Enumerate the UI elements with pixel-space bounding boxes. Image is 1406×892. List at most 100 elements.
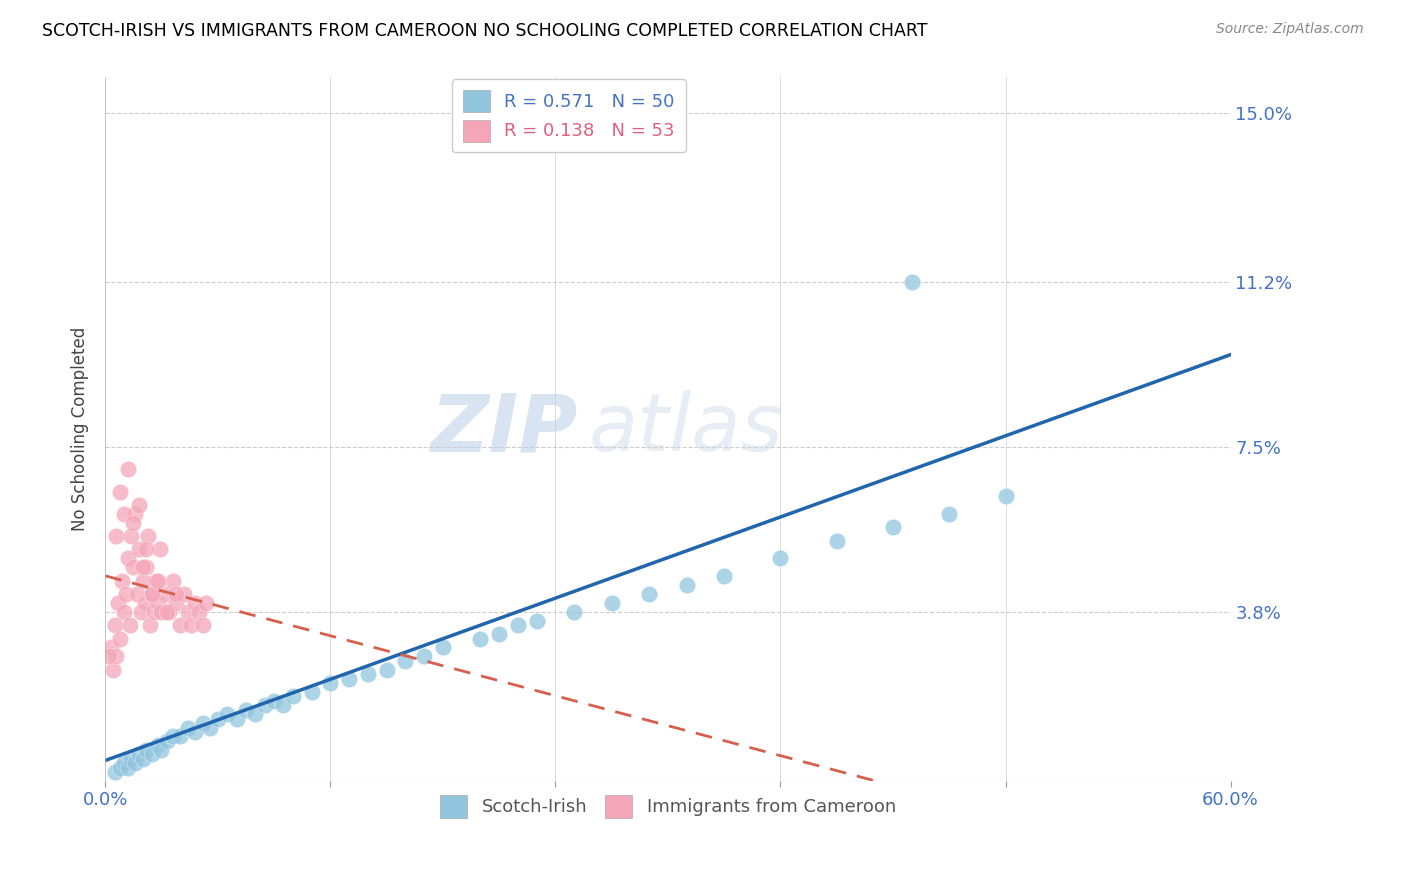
Point — [281, 690, 304, 704]
Point — [253, 698, 276, 713]
Point — [135, 542, 157, 557]
Point — [139, 618, 162, 632]
Point — [112, 756, 135, 771]
Point — [162, 730, 184, 744]
Point — [101, 663, 124, 677]
Point — [207, 712, 229, 726]
Point — [150, 743, 173, 757]
Point — [112, 605, 135, 619]
Point — [169, 618, 191, 632]
Text: Source: ZipAtlas.com: Source: ZipAtlas.com — [1216, 22, 1364, 37]
Point — [135, 560, 157, 574]
Point — [882, 520, 904, 534]
Point — [122, 560, 145, 574]
Point — [117, 462, 139, 476]
Point — [162, 574, 184, 588]
Point — [118, 618, 141, 632]
Point — [413, 649, 436, 664]
Point — [188, 605, 211, 619]
Point — [191, 618, 214, 632]
Point — [225, 712, 247, 726]
Point — [488, 627, 510, 641]
Point — [155, 587, 177, 601]
Text: ZIP: ZIP — [430, 390, 578, 468]
Point — [146, 596, 169, 610]
Point — [217, 707, 239, 722]
Point — [141, 587, 163, 601]
Point — [166, 587, 188, 601]
Point — [273, 698, 295, 713]
Point — [713, 569, 735, 583]
Point — [145, 574, 167, 588]
Point — [195, 596, 218, 610]
Point — [319, 676, 342, 690]
Point — [104, 618, 127, 632]
Point — [263, 694, 285, 708]
Point — [177, 605, 200, 619]
Point — [470, 632, 492, 646]
Point — [235, 703, 257, 717]
Point — [191, 716, 214, 731]
Point — [149, 542, 172, 557]
Point — [769, 551, 792, 566]
Point — [375, 663, 398, 677]
Point — [132, 560, 155, 574]
Point — [110, 484, 132, 499]
Point — [184, 725, 207, 739]
Point — [938, 507, 960, 521]
Point — [138, 529, 160, 543]
Point — [112, 507, 135, 521]
Point — [994, 489, 1017, 503]
Y-axis label: No Schooling Completed: No Schooling Completed — [72, 327, 89, 532]
Point — [141, 587, 163, 601]
Point — [506, 618, 529, 632]
Point — [600, 596, 623, 610]
Point — [301, 685, 323, 699]
Point — [121, 752, 143, 766]
Point — [562, 605, 585, 619]
Point — [245, 707, 267, 722]
Point — [135, 743, 157, 757]
Point — [122, 516, 145, 530]
Point — [110, 632, 132, 646]
Point — [141, 747, 163, 762]
Point — [132, 574, 155, 588]
Point — [146, 739, 169, 753]
Point — [432, 640, 454, 655]
Point — [150, 605, 173, 619]
Point — [184, 596, 207, 610]
Point — [115, 587, 138, 601]
Point — [127, 587, 149, 601]
Point — [146, 574, 169, 588]
Point — [117, 551, 139, 566]
Point — [121, 529, 143, 543]
Point — [129, 605, 152, 619]
Text: SCOTCH-IRISH VS IMMIGRANTS FROM CAMEROON NO SCHOOLING COMPLETED CORRELATION CHAR: SCOTCH-IRISH VS IMMIGRANTS FROM CAMEROON… — [42, 22, 928, 40]
Point — [134, 596, 156, 610]
Point — [105, 649, 128, 664]
Text: atlas: atlas — [589, 390, 785, 468]
Point — [107, 596, 129, 610]
Point — [124, 756, 146, 771]
Point — [105, 529, 128, 543]
Point — [97, 649, 120, 664]
Point — [900, 275, 922, 289]
Point — [110, 761, 132, 775]
Point — [200, 721, 222, 735]
Point — [156, 605, 179, 619]
Point — [128, 747, 150, 762]
Point — [177, 721, 200, 735]
Point — [675, 578, 697, 592]
Point — [173, 587, 195, 601]
Point — [132, 752, 155, 766]
Point — [117, 761, 139, 775]
Point — [100, 640, 122, 655]
Point — [394, 654, 416, 668]
Point — [526, 614, 548, 628]
Point — [166, 596, 188, 610]
Point — [357, 667, 380, 681]
Point — [128, 498, 150, 512]
Point — [128, 542, 150, 557]
Point — [143, 605, 166, 619]
Point — [104, 765, 127, 780]
